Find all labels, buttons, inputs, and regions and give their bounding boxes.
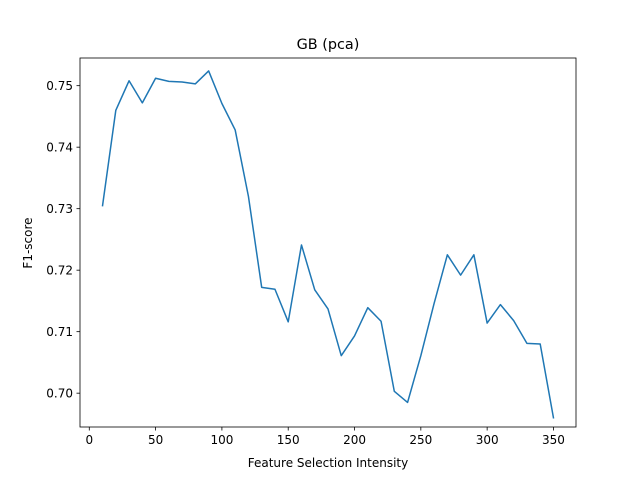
x-tick-label: 250	[409, 433, 432, 447]
y-tick-label: 0.71	[46, 325, 73, 339]
axes-frame	[79, 57, 577, 428]
y-tick-label: 0.75	[46, 79, 73, 93]
x-tick-label: 200	[343, 433, 366, 447]
y-tick-label: 0.74	[46, 140, 73, 154]
x-tick-label: 0	[85, 433, 93, 447]
x-axis-label: Feature Selection Intensity	[248, 456, 409, 470]
series-line	[101, 70, 555, 419]
x-tick-label: 300	[476, 433, 499, 447]
x-tick-label: 100	[210, 433, 233, 447]
chart-title: GB (pca)	[297, 37, 360, 53]
x-tick-label: 350	[542, 433, 565, 447]
plot-area	[79, 57, 577, 428]
y-axis: 0.70 0.71 0.72 0.73 0.74 0.75	[46, 79, 80, 400]
y-tick-label: 0.73	[46, 202, 73, 216]
x-tick-label: 150	[277, 433, 300, 447]
x-tick-label: 50	[148, 433, 163, 447]
y-axis-label: F1-score	[21, 217, 35, 268]
y-tick-label: 0.72	[46, 263, 73, 277]
x-axis: 0 50 100 150 200 250 300 350	[85, 427, 565, 447]
y-tick-label: 0.70	[46, 386, 73, 400]
